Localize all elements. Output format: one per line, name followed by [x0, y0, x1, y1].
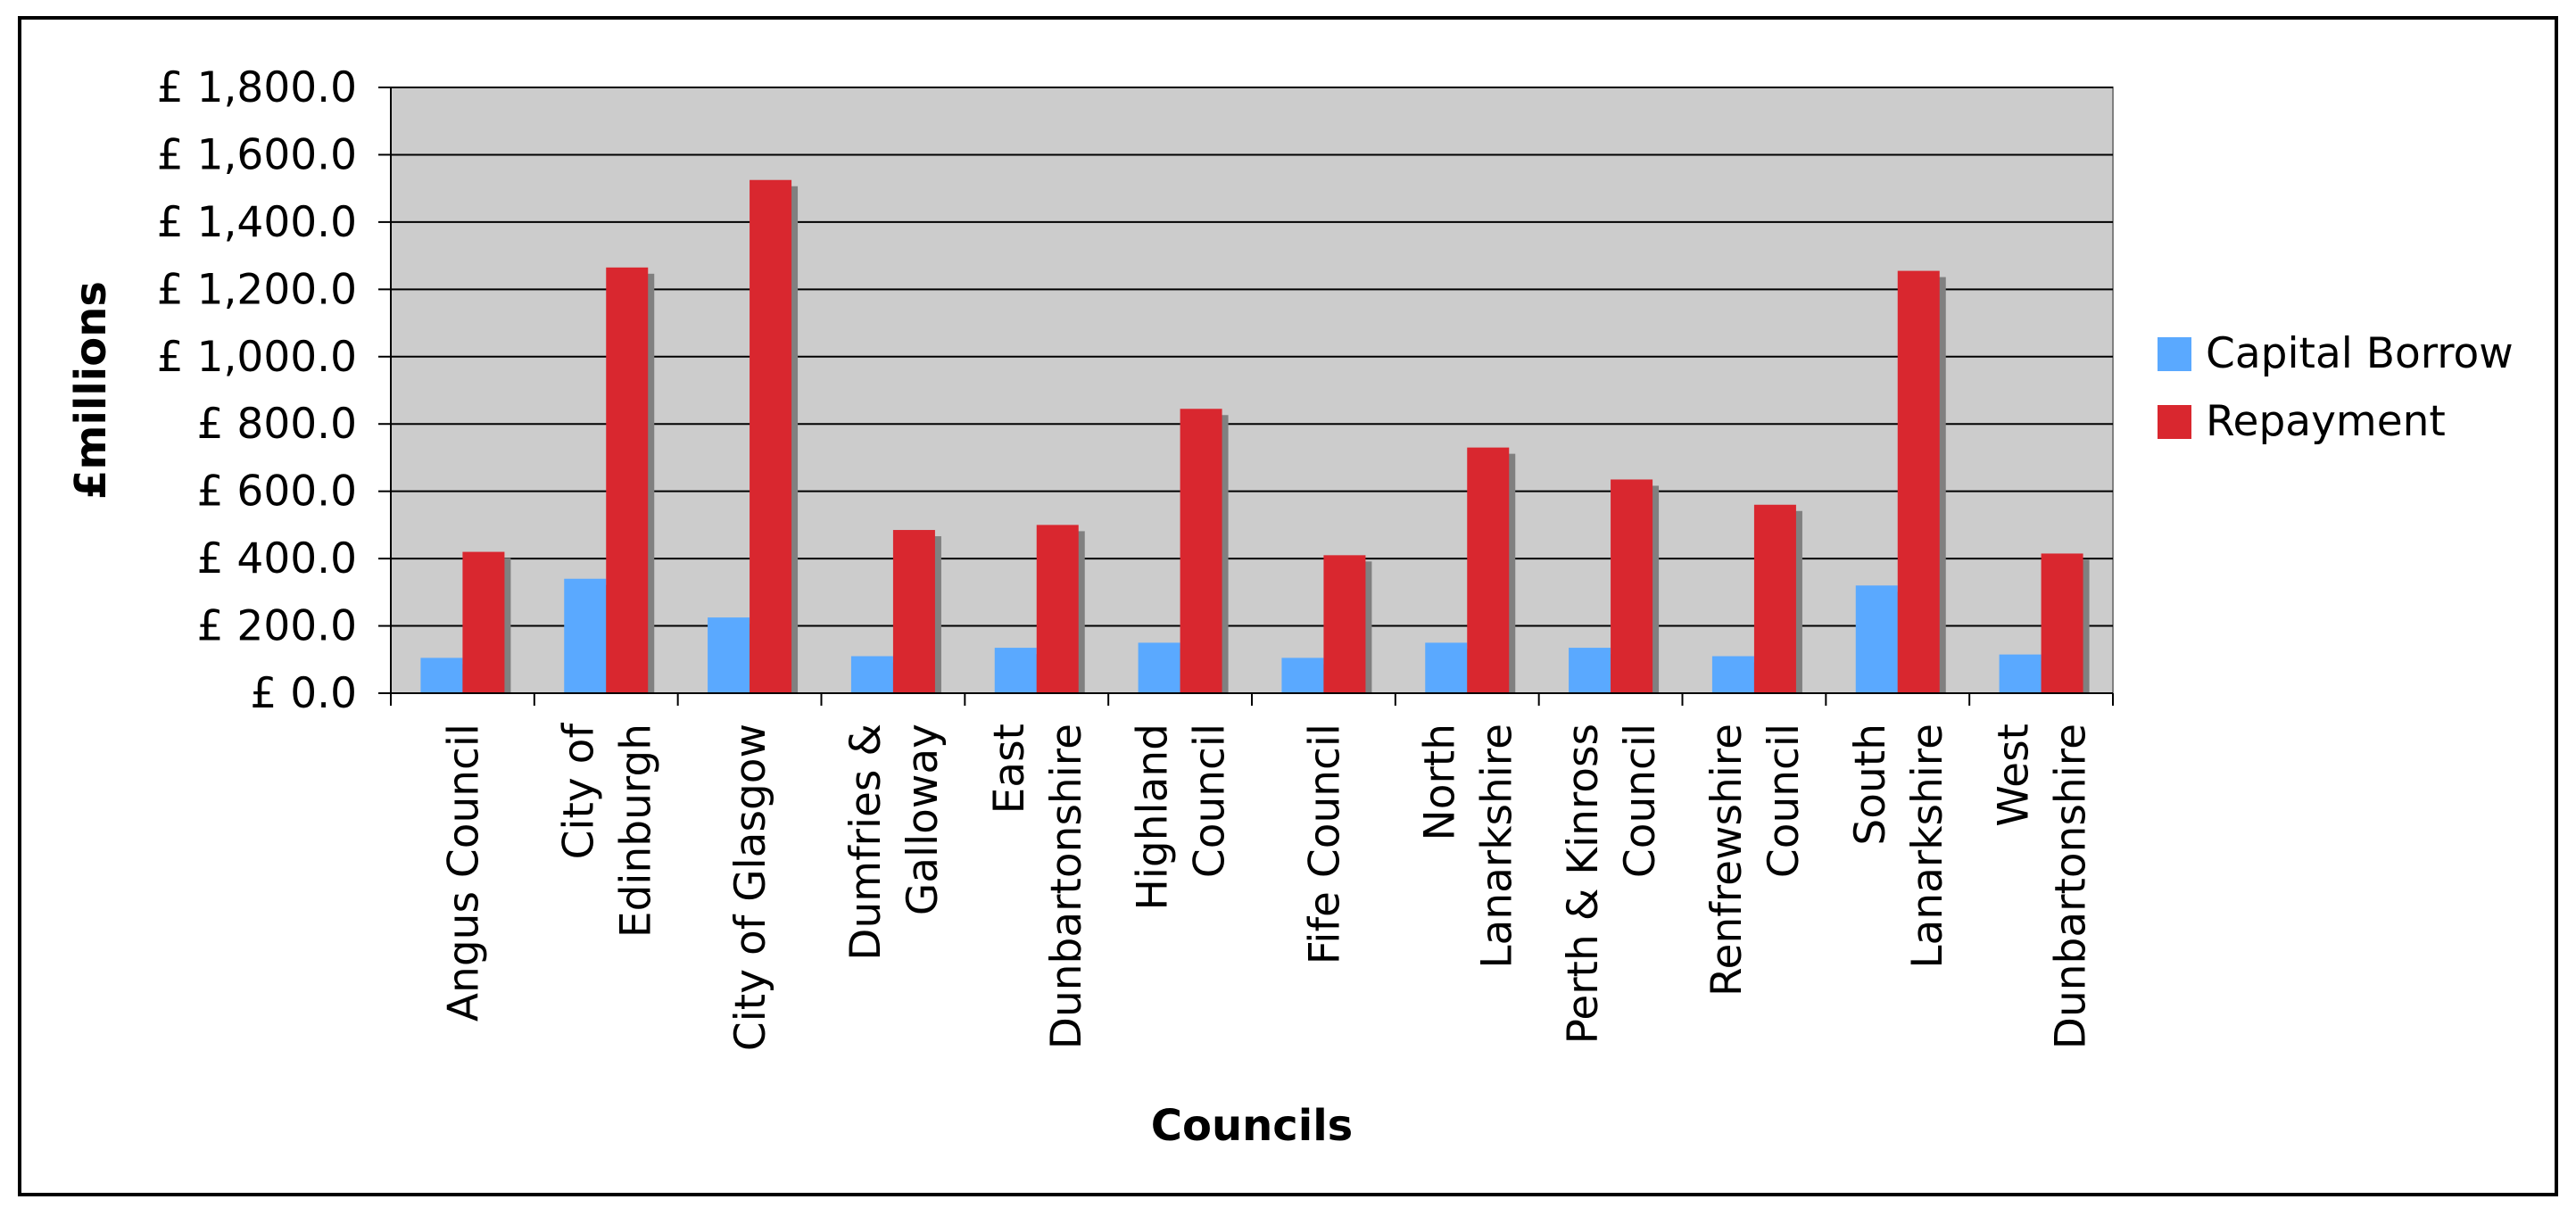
- bar-repayment: [462, 551, 505, 693]
- x-category-label-line: South: [1846, 724, 1895, 846]
- x-category-label-line: Dumfries &: [841, 724, 890, 961]
- bar-series: [420, 179, 2090, 694]
- x-category-label-line: City of: [554, 723, 603, 860]
- x-category-label-line: Renfrewshire: [1702, 724, 1752, 997]
- y-tick-label: £ 1,600.0: [157, 130, 357, 179]
- bar-repayment: [1897, 270, 1940, 693]
- x-category-label-line: Dunbartonshire: [1042, 724, 1091, 1049]
- x-category-label: East Dunbartonshire: [985, 724, 1091, 1049]
- bar-capital-borrow: [1425, 642, 1468, 693]
- legend-label: Capital Borrow: [2206, 329, 2514, 378]
- x-category-label-line: Council: [1616, 724, 1665, 878]
- bar-capital-borrow: [1569, 648, 1611, 693]
- bar-repayment: [1036, 525, 1079, 693]
- bar-capital-borrow: [1281, 658, 1324, 693]
- x-axis: [390, 87, 2114, 706]
- x-category-label: Renfrewshire Council: [1702, 724, 1809, 997]
- bar-capital-borrow: [1711, 656, 1754, 693]
- x-category-label: West Dunbartonshire: [1990, 724, 2096, 1049]
- bar-repayment: [1323, 555, 1366, 693]
- y-tick-label: £ 600.0: [197, 467, 357, 517]
- x-category-label: Fife Council: [1300, 724, 1349, 964]
- x-category-label-line: Highland: [1129, 724, 1178, 911]
- bar-capital-borrow: [850, 656, 893, 693]
- y-tick-label: £ 0.0: [250, 669, 357, 718]
- x-axis-title: Councils: [1151, 1101, 1353, 1151]
- x-category-label-line: Lanarkshire: [1903, 724, 1952, 969]
- y-tick-label: £ 400.0: [197, 534, 357, 583]
- bar-capital-borrow: [994, 648, 1037, 693]
- bar-repayment: [606, 267, 649, 693]
- x-category-label-line: Galloway: [899, 724, 948, 915]
- bar-capital-borrow: [1855, 585, 1898, 693]
- x-category-label: City of Edinburgh: [554, 723, 660, 939]
- x-category-label: Highland Council: [1129, 724, 1235, 911]
- y-tick-label: £ 1,400.0: [157, 198, 357, 247]
- x-category-label-line: Edinburgh: [611, 724, 660, 938]
- legend-swatch: [2158, 337, 2191, 371]
- y-tick-label: £ 1,800.0: [157, 63, 357, 112]
- legend-label: Repayment: [2206, 397, 2446, 446]
- bar-repayment: [1467, 447, 1510, 693]
- bar-repayment: [1611, 479, 1653, 693]
- bar-capital-borrow: [1138, 642, 1180, 693]
- bar-capital-borrow: [708, 617, 750, 693]
- y-tick-label: £ 1,000.0: [157, 333, 357, 382]
- y-tick-label: £ 800.0: [197, 400, 357, 449]
- y-tick-label: £ 200.0: [197, 602, 357, 651]
- x-category-label-line: Council: [1186, 724, 1235, 878]
- plot-area: [390, 87, 2114, 694]
- x-axis-category-labels: Angus Council City of Edinburgh City of Gla…: [439, 723, 2095, 1052]
- bar-repayment: [892, 530, 935, 693]
- bar-capital-borrow: [420, 658, 463, 693]
- bar-repayment: [1753, 504, 1796, 693]
- x-category-label: North Lanarkshire: [1415, 724, 1521, 969]
- x-category-label-line: East: [985, 724, 1034, 814]
- legend: Capital Borrow Repayment: [2158, 329, 2514, 446]
- bar-capital-borrow: [564, 578, 607, 693]
- y-axis-title: £millions: [66, 281, 116, 500]
- x-category-label: City of Glasgow: [726, 724, 775, 1051]
- x-category-label-line: City of Glasgow: [726, 724, 775, 1051]
- x-category-label-line: Council: [1760, 724, 1809, 878]
- x-category-label-line: Angus Council: [439, 724, 488, 1022]
- bar-repayment: [750, 179, 792, 694]
- x-category-label-line: West: [1990, 724, 2039, 827]
- x-category-label-line: Perth & Kinross: [1559, 724, 1608, 1044]
- bar-repayment: [2041, 553, 2083, 693]
- x-category-label: Angus Council: [439, 724, 488, 1022]
- bar-repayment: [1180, 409, 1222, 693]
- y-tick-label: £ 1,200.0: [157, 265, 357, 314]
- legend-swatch: [2158, 405, 2191, 439]
- gridlines: [378, 87, 2113, 694]
- x-category-label-line: Lanarkshire: [1472, 724, 1521, 969]
- x-category-label: Dumfries & Galloway: [841, 724, 948, 961]
- x-category-label-line: Dunbartonshire: [2047, 724, 2096, 1049]
- y-axis-tick-labels: £ 0.0 £ 200.0 £ 400.0 £ 600.0 £ 800.0 £ 1,000…: [157, 63, 357, 718]
- x-category-label: Perth & Kinross Council: [1559, 724, 1665, 1044]
- bar-capital-borrow: [1999, 654, 2042, 693]
- x-category-label: South Lanarkshire: [1846, 724, 1952, 969]
- x-category-label-line: Fife Council: [1300, 724, 1349, 964]
- x-category-label-line: North: [1415, 724, 1464, 840]
